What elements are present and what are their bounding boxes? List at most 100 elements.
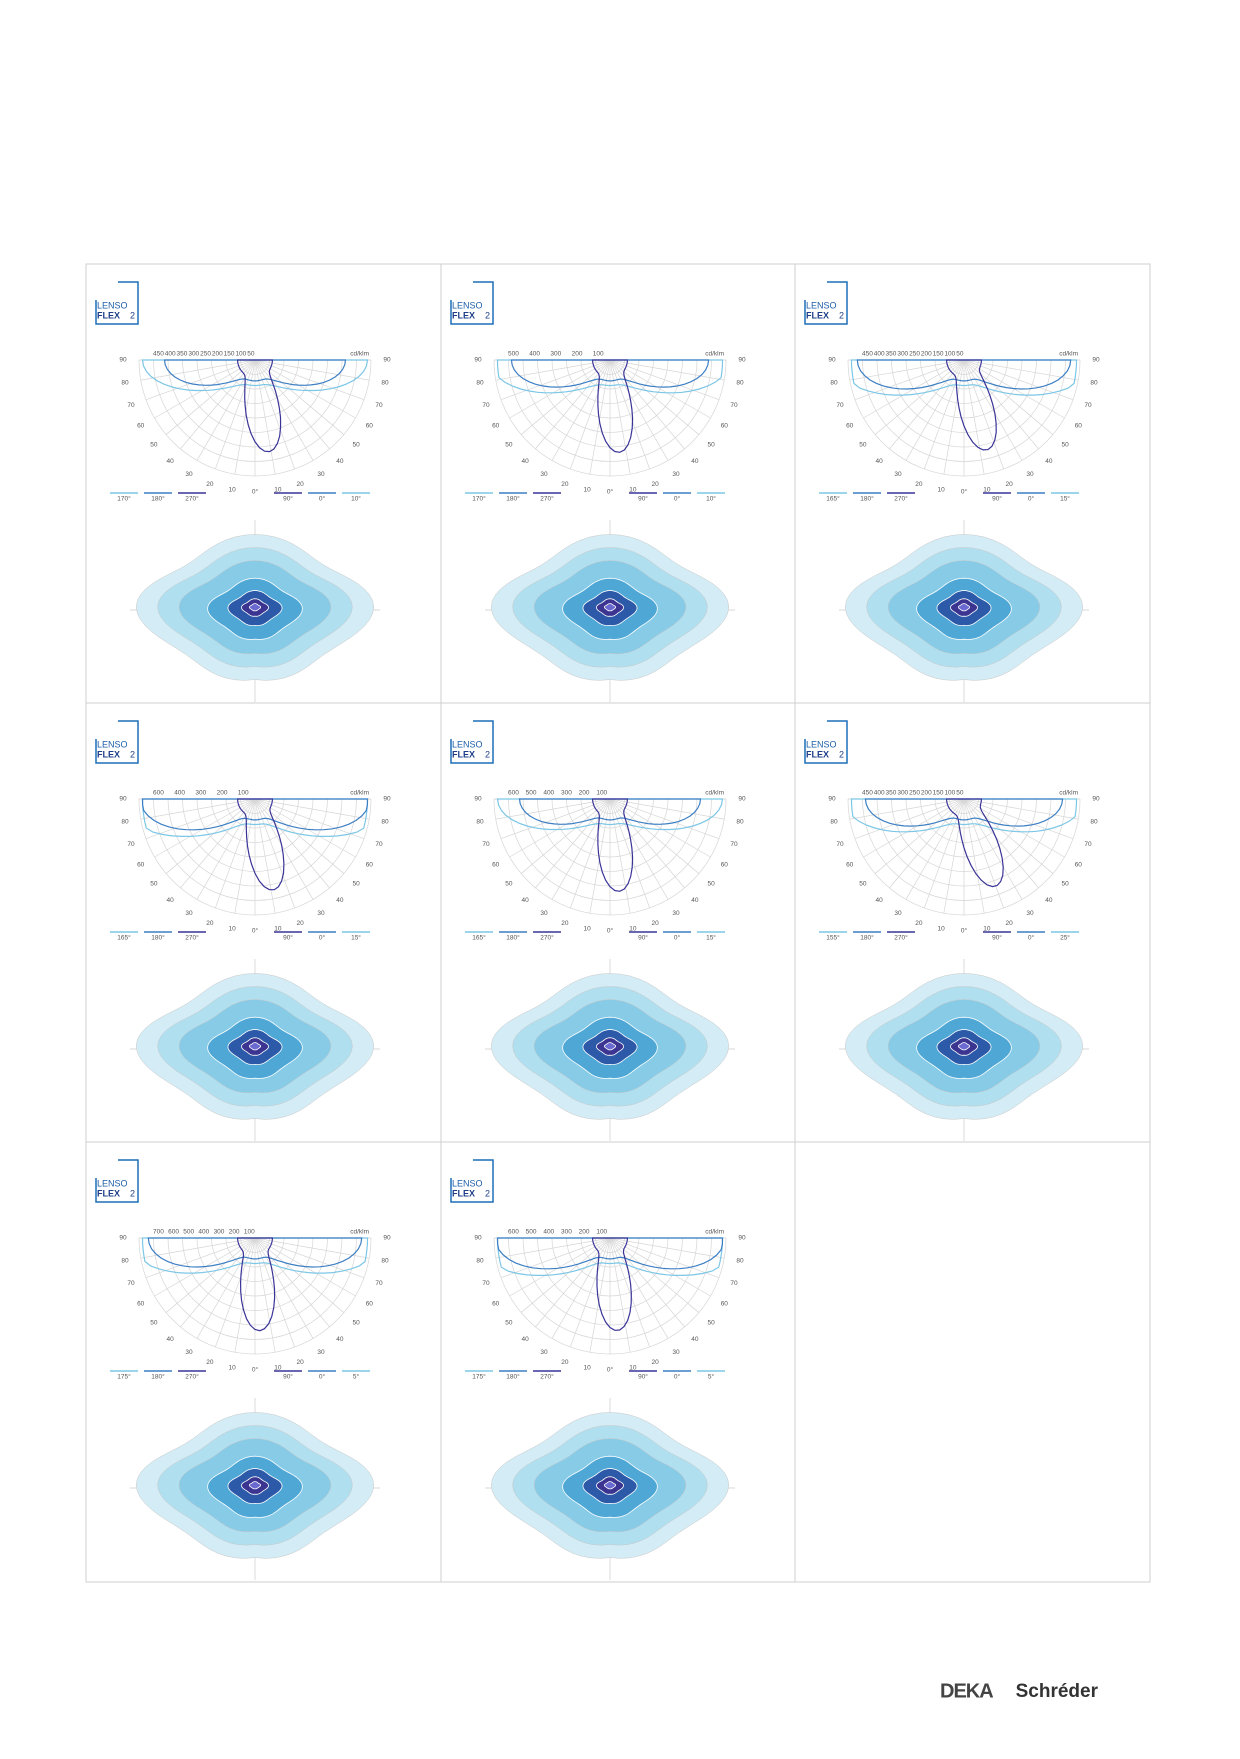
angle-label: 80 <box>830 380 838 387</box>
polar-grid-ray <box>889 359 965 450</box>
legend-label: 15° <box>351 934 361 942</box>
angle-label: 70 <box>730 841 738 848</box>
angle-label: 10 <box>983 926 991 933</box>
scale-label: 200 <box>572 351 583 358</box>
angle-label: 10 <box>629 926 637 933</box>
angle-label: 60 <box>137 862 145 869</box>
angle-label: 90 <box>738 796 746 803</box>
angle-label: 70 <box>375 1280 383 1287</box>
polar-grid-ray <box>140 1237 256 1259</box>
scale-label: 400 <box>174 790 185 797</box>
polar-grid-ray <box>254 798 276 914</box>
angle-label: 60 <box>846 423 854 430</box>
polar-grid-ray <box>495 1237 611 1259</box>
isolux-diagram <box>839 959 1089 1141</box>
scale-label: 200 <box>212 351 223 358</box>
scale-label: 100 <box>596 790 607 797</box>
angle-label: 70 <box>482 841 490 848</box>
logo-product: FLEX <box>97 310 120 320</box>
angle-label: 20 <box>561 1359 569 1366</box>
angle-label: 10 <box>937 926 945 933</box>
distribution-curve <box>237 1237 276 1332</box>
angle-label: 80 <box>121 380 129 387</box>
scale-label: 200 <box>579 790 590 797</box>
legend-label: 25° <box>1060 934 1070 942</box>
angle-label: 80 <box>381 380 389 387</box>
angle-label: 10 <box>937 487 945 494</box>
scale-label: 350 <box>177 351 188 358</box>
legend-label: 0° <box>674 934 681 942</box>
legend-label: 180° <box>506 934 520 942</box>
angle-label: 80 <box>121 819 129 826</box>
angle-label: 10 <box>629 1365 637 1372</box>
angle-label: 90 <box>474 796 482 803</box>
polar-grid-ray <box>609 1237 669 1339</box>
polar-diagram: 90 90 80 80 70 70 60 60 50 50 40 40 30 30 20 20 10 10 0° 60… <box>465 790 746 942</box>
logo-product: FLEX <box>806 310 829 320</box>
polar-grid-ray <box>520 359 611 435</box>
angle-label: 10 <box>274 1365 282 1372</box>
scale-label: 250 <box>909 351 920 358</box>
angle-label: 70 <box>482 402 490 409</box>
legend-label: 90° <box>283 934 293 942</box>
distribution-curve <box>163 359 347 386</box>
angle-label: 40 <box>522 897 530 904</box>
angle-label: 40 <box>336 1336 344 1343</box>
angle-label: 80 <box>736 1258 744 1265</box>
isolux-contour <box>249 603 261 612</box>
angle-label: 10 <box>583 1365 591 1372</box>
polar-grid-ray <box>569 1237 611 1348</box>
distribution-curve <box>592 1237 632 1331</box>
angle-label: 70 <box>836 402 844 409</box>
polar-grid-ray <box>500 1237 611 1279</box>
center-label: 0° <box>961 488 968 496</box>
polar-grid-ray <box>963 798 1023 900</box>
unit-label: cd/klm <box>350 790 369 797</box>
isolux-contour <box>249 1481 261 1490</box>
logo-generation: 2 <box>130 310 135 320</box>
distribution-curve <box>141 798 369 837</box>
polar-diagram: 90 90 80 80 70 70 60 60 50 50 40 40 30 30 20 20 10 10 0° 45… <box>819 351 1100 503</box>
angle-label: 50 <box>150 881 158 888</box>
center-label: 0° <box>607 488 614 496</box>
angle-label: 70 <box>127 1280 135 1287</box>
angle-label: 20 <box>561 920 569 927</box>
angle-label: 50 <box>505 881 513 888</box>
distribution-curve <box>850 359 1078 396</box>
polar-grid-ray <box>254 1237 365 1279</box>
angle-label: 60 <box>1075 423 1083 430</box>
scale-label: 300 <box>897 351 908 358</box>
polar-grid-ray <box>609 798 720 840</box>
angle-label: 40 <box>691 1336 699 1343</box>
legend-label: 15° <box>1060 495 1070 503</box>
scale-label: 600 <box>508 790 519 797</box>
angle-label: 40 <box>691 458 699 465</box>
scale-label: 200 <box>229 1229 240 1236</box>
logo-name: LENSO <box>806 739 837 749</box>
angle-label: 20 <box>652 920 660 927</box>
angle-label: 20 <box>297 481 305 488</box>
legend-label: 90° <box>283 1373 293 1381</box>
scale-label: 500 <box>526 790 537 797</box>
angle-label: 50 <box>150 442 158 449</box>
angle-label: 60 <box>366 1301 374 1308</box>
polar-grid-ray <box>609 798 651 909</box>
polar-diagram: 90 90 80 80 70 70 60 60 50 50 40 40 30 30 20 20 10 10 0° 50… <box>465 351 746 503</box>
polar-grid-ray <box>535 359 611 450</box>
angle-label: 40 <box>876 458 884 465</box>
angle-label: 20 <box>297 1359 305 1366</box>
logo-product: FLEX <box>806 749 829 759</box>
scale-label: 250 <box>909 790 920 797</box>
angle-label: 70 <box>1084 841 1092 848</box>
legend-label: 270° <box>185 934 199 942</box>
scale-label: 300 <box>561 790 572 797</box>
polar-diagram: 90 90 80 80 70 70 60 60 50 50 40 40 30 30 20 20 10 10 0° 60… <box>465 1229 746 1381</box>
polar-grid-ray <box>609 798 711 858</box>
scale-label: 150 <box>224 351 235 358</box>
polar-grid-ray <box>234 1237 256 1353</box>
distribution-curve <box>141 798 369 831</box>
polar-grid-ray <box>551 1237 611 1339</box>
center-label: 0° <box>252 927 259 935</box>
